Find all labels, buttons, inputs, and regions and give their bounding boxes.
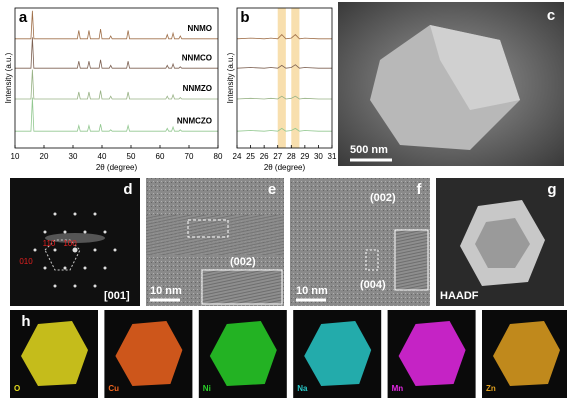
panel-c: c 500 nm <box>338 2 564 166</box>
panel-label: a <box>19 9 28 26</box>
xrd-line <box>236 95 332 100</box>
element-hexagon <box>304 321 372 386</box>
element-label: Mn <box>392 384 404 393</box>
panel-f: f (002) (004) 10 nm <box>290 178 430 306</box>
panel-h: O Cu Ni Na Mn Zn h <box>10 310 567 398</box>
spot-label: 010 <box>19 257 33 266</box>
xrd-line <box>236 64 332 69</box>
panel-label: c <box>547 7 555 24</box>
x-tick-label: 40 <box>98 152 107 161</box>
inset <box>201 269 283 305</box>
x-axis-label: 2θ (degree) <box>96 163 138 172</box>
xrd-charts: NNMO NNMCO NNMZO NNMCZO 10 20 30 40 50 60 70 80 2θ (… <box>4 7 337 172</box>
x-tick-label: 31 <box>328 152 337 161</box>
series-label: NNMCO <box>182 53 212 62</box>
diffraction-spots <box>33 212 117 288</box>
zoom-box <box>187 219 229 238</box>
x-tick-label: 70 <box>185 152 194 161</box>
element-hexagon <box>398 321 466 386</box>
series-label: NNMZO <box>183 84 212 93</box>
zoom-box <box>365 249 379 271</box>
highlight-band <box>291 8 300 148</box>
plane-label: (004) <box>360 279 386 291</box>
xrd-line <box>15 10 218 40</box>
panel-label: d <box>123 181 132 198</box>
element-label: Zn <box>486 384 496 393</box>
x-tick-label: 60 <box>156 152 165 161</box>
element-label: Cu <box>108 384 119 393</box>
element-hexagon <box>21 321 88 386</box>
fringes <box>146 215 284 255</box>
x-tick-label: 20 <box>40 152 49 161</box>
xrd-line <box>15 69 218 100</box>
x-tick-label: 24 <box>233 152 242 161</box>
spot-label: 110 <box>43 239 56 248</box>
x-tick-label: 26 <box>260 152 269 161</box>
scale-text: 10 nm <box>150 285 182 297</box>
plane-label: (002) <box>370 192 396 204</box>
x-tick-label: 29 <box>300 152 309 161</box>
element-label: Na <box>297 384 308 393</box>
element-hexagon <box>115 321 183 386</box>
panel-label: g <box>547 181 556 198</box>
element-label: Ni <box>203 384 211 393</box>
series-label: NNMCZO <box>177 116 212 125</box>
x-tick-label: 80 <box>214 152 223 161</box>
element-hexagon <box>493 321 560 386</box>
xrd-line <box>15 97 218 132</box>
axes-frame <box>236 7 333 149</box>
highlight-band <box>277 8 286 148</box>
series-label: NNMO <box>188 24 212 33</box>
element-hexagon <box>209 321 277 386</box>
x-tick-label: 30 <box>314 152 323 161</box>
panel-label: f <box>417 181 423 198</box>
scale-text: 500 nm <box>350 144 388 156</box>
xrd-line <box>236 127 332 132</box>
spot-label: 100 <box>63 239 77 248</box>
x-tick-label: 10 <box>11 152 20 161</box>
x-tick-label: 30 <box>69 152 78 161</box>
x-tick-label: 25 <box>246 152 255 161</box>
y-axis-label: Intensity (a.u.) <box>226 52 235 103</box>
crystal-face <box>430 25 520 110</box>
panel-label: e <box>268 181 276 198</box>
xrd-line <box>236 34 332 40</box>
x-tick-label: 28 <box>287 152 296 161</box>
zone-axis: [001] <box>104 290 130 302</box>
panel-g: g HAADF <box>436 178 564 306</box>
element-label: O <box>14 384 20 393</box>
y-axis-label: Intensity (a.u.) <box>4 52 13 103</box>
crystal-core <box>475 218 530 268</box>
panel-e: e (002) 10 nm <box>146 178 284 306</box>
scale-text: 10 nm <box>296 285 328 297</box>
panel-label: h <box>21 313 30 330</box>
mode-label: HAADF <box>440 290 479 302</box>
plane-label: (002) <box>230 256 256 268</box>
beam-stop <box>45 233 105 243</box>
panel-label: b <box>240 9 249 26</box>
x-axis-label: 2θ (degree) <box>264 163 306 172</box>
x-tick-label: 50 <box>127 152 136 161</box>
panel-d: d 110 100 010 [001] <box>10 178 140 306</box>
hexagon <box>44 239 81 271</box>
x-tick-label: 27 <box>273 152 282 161</box>
axes-frame <box>14 7 219 149</box>
xrd-line <box>15 37 218 69</box>
inset <box>394 229 429 291</box>
